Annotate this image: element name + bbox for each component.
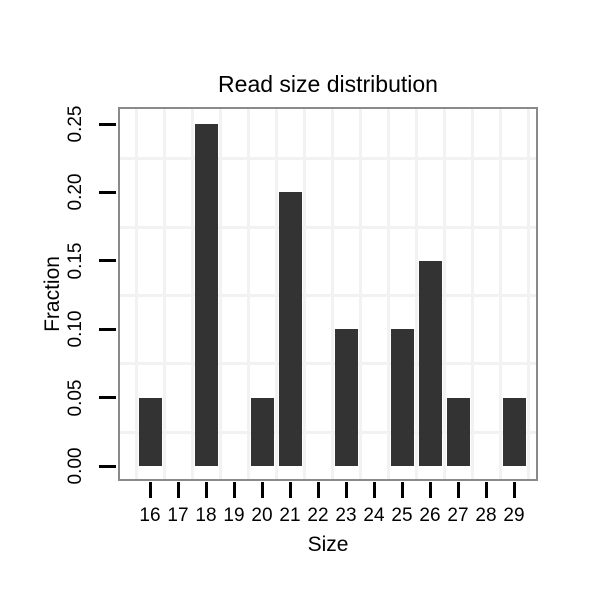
x-tick-label: 16	[139, 505, 161, 526]
bar-21	[278, 192, 302, 466]
x-tick	[148, 482, 152, 498]
y-tick	[99, 190, 116, 194]
horizontal-gridline	[120, 157, 536, 161]
y-tick	[99, 327, 116, 331]
y-tick-label: 0.00	[65, 447, 86, 485]
x-tick-label: 29	[503, 505, 525, 526]
horizontal-gridline	[120, 294, 536, 297]
x-tick-label: 24	[363, 505, 385, 526]
x-tick	[400, 482, 404, 498]
x-tick-label: 27	[447, 505, 469, 526]
x-tick-label: 25	[391, 505, 413, 526]
horizontal-gridline	[120, 225, 536, 229]
plot-panel	[118, 107, 538, 481]
y-tick	[99, 259, 116, 263]
y-tick-label: 0.05	[65, 379, 86, 417]
x-axis-title: Size	[307, 533, 349, 556]
x-tick-label: 21	[279, 505, 301, 526]
x-tick	[288, 482, 292, 498]
bar-25	[390, 329, 414, 466]
plot-area	[120, 109, 536, 479]
x-tick	[232, 482, 236, 498]
x-tick-label: 17	[167, 505, 189, 526]
horizontal-gridline	[120, 430, 536, 434]
x-tick	[260, 482, 264, 498]
bar-20	[250, 397, 274, 466]
x-tick-label: 20	[251, 505, 273, 526]
x-tick	[484, 482, 488, 498]
x-tick-label: 28	[475, 505, 497, 526]
y-tick-label: 0.10	[65, 310, 86, 348]
x-tick	[204, 482, 208, 498]
y-tick-label: 0.20	[65, 173, 86, 211]
bar-18	[194, 124, 218, 466]
x-tick-label: 19	[223, 505, 245, 526]
x-tick	[344, 482, 348, 498]
x-tick	[316, 482, 320, 498]
bar-29	[502, 397, 526, 466]
y-tick	[99, 464, 116, 468]
x-tick-label: 26	[419, 505, 441, 526]
horizontal-gridline	[120, 362, 536, 366]
y-axis-title: Fraction	[41, 256, 64, 332]
bar-26	[418, 260, 442, 466]
x-tick-label: 18	[195, 505, 217, 526]
x-tick	[176, 482, 180, 498]
x-tick	[428, 482, 432, 498]
x-tick	[456, 482, 460, 498]
bar-23	[334, 329, 358, 466]
x-tick	[512, 482, 516, 498]
y-tick-label: 0.25	[65, 105, 86, 143]
chart-title: Read size distribution	[218, 71, 438, 97]
y-tick	[99, 396, 116, 400]
y-tick	[99, 122, 116, 126]
x-tick-label: 23	[335, 505, 357, 526]
x-tick-label: 22	[307, 505, 329, 526]
bar-27	[446, 397, 470, 466]
y-tick-label: 0.15	[65, 242, 86, 280]
x-tick	[372, 482, 376, 498]
bar-16	[138, 397, 162, 466]
